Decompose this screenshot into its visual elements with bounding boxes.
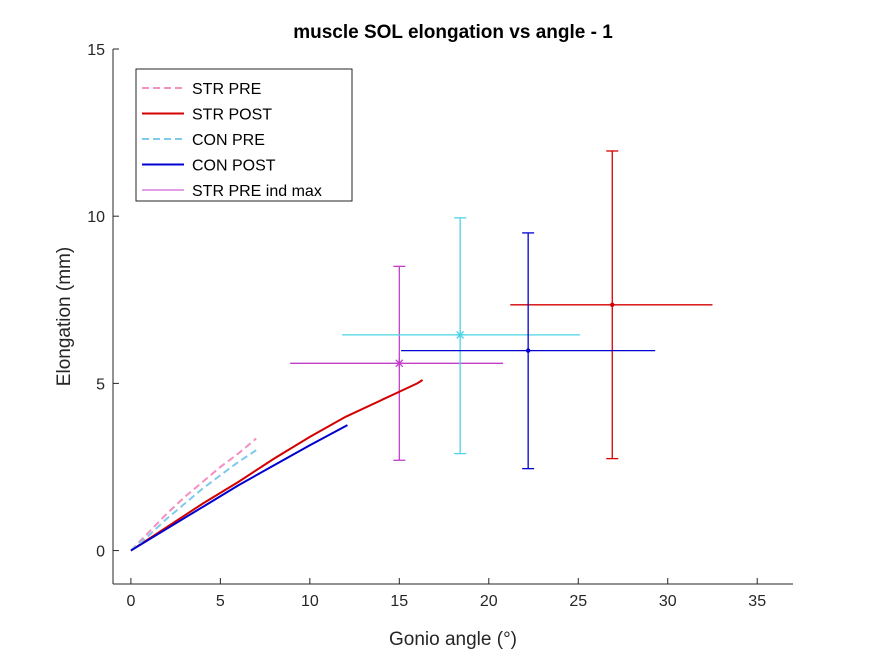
dot-marker-2 [610, 302, 615, 307]
y-axis-label: Elongation (mm) [54, 247, 75, 386]
x-tick-label: 10 [301, 593, 319, 610]
y-tick-label: 10 [87, 209, 105, 226]
y-tick-label: 15 [87, 42, 105, 59]
legend-entry-label: CON POST [192, 158, 276, 175]
y-tick-label: 0 [96, 544, 105, 561]
series-line-str-post [130, 379, 424, 552]
marker-stroke [456, 330, 465, 339]
legend-entry-label: STR POST [192, 107, 272, 124]
x-tick-label: 25 [569, 593, 587, 610]
marker-stroke [395, 359, 404, 368]
legend-entry-label: STR PRE ind max [192, 183, 322, 200]
asterisk-marker-1 [455, 329, 466, 340]
legend-entry-label: STR PRE [192, 81, 261, 98]
legend-box [135, 68, 353, 202]
y-tick-label: 5 [96, 376, 105, 393]
legend: STR PRE STR POST CON PRE CON POST STR PRE in… [135, 68, 353, 202]
series-line-con-post [130, 424, 348, 552]
series-line-con-pre [130, 449, 257, 552]
x-tick-label: 30 [659, 593, 677, 610]
axes: 0 5 10 15 20 25 30 35 0 5 10 15 [87, 42, 793, 610]
x-tick-label: 5 [216, 593, 225, 610]
dot-marker-3 [525, 348, 531, 353]
asterisk-marker-0 [394, 358, 405, 369]
chart-title: muscle SOL elongation vs angle - 1 [293, 22, 613, 43]
point-markers [394, 302, 615, 369]
x-tick-label: 20 [480, 593, 498, 610]
x-axis-label: Gonio angle (°) [389, 629, 517, 650]
x-tick-label: 0 [126, 593, 135, 610]
x-tick-label: 15 [390, 593, 408, 610]
x-tick-label: 35 [748, 593, 766, 610]
legend-entry-label: CON PRE [192, 132, 265, 149]
series-lines [130, 379, 424, 552]
